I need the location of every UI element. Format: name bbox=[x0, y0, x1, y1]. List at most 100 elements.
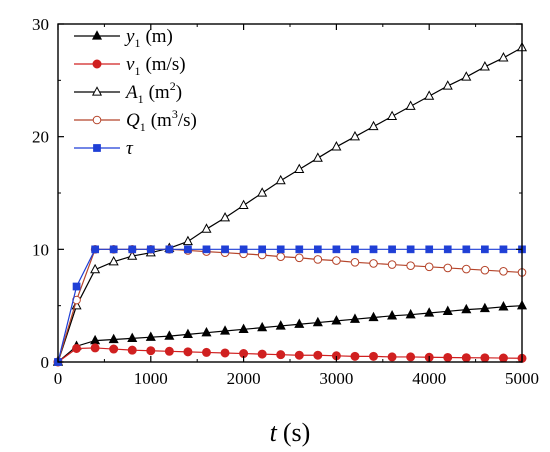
data-point-2-19 bbox=[405, 100, 416, 110]
x-tick-label-2: 2000 bbox=[227, 369, 261, 388]
data-point-1-8 bbox=[201, 347, 211, 357]
legend-item-0: y1 (m) bbox=[74, 26, 173, 50]
x-tick-label-5: 5000 bbox=[505, 369, 539, 388]
data-point-3-12 bbox=[276, 252, 286, 261]
data-point-2-4 bbox=[127, 250, 138, 260]
data-point-2-22 bbox=[461, 71, 472, 81]
data-point-1-11 bbox=[257, 349, 267, 359]
y-tick-label-2: 20 bbox=[32, 128, 49, 147]
legend-label-2: A1 (m2) bbox=[124, 79, 182, 106]
legend-unit-post-3: /s) bbox=[178, 110, 197, 131]
data-point-0-11 bbox=[257, 321, 268, 332]
data-point-2-24 bbox=[498, 52, 509, 62]
data-point-3-13 bbox=[294, 253, 304, 263]
data-point-1-4 bbox=[127, 345, 137, 355]
data-point-4-3 bbox=[109, 245, 118, 254]
x-tick-label-1: 1000 bbox=[134, 369, 168, 388]
x-tick-label-4: 4000 bbox=[412, 369, 446, 388]
data-point-0-24 bbox=[498, 301, 509, 311]
data-point-4-6 bbox=[165, 245, 174, 254]
data-point-0-23 bbox=[479, 302, 490, 313]
data-point-0-15 bbox=[331, 315, 342, 325]
data-point-3-21 bbox=[443, 263, 453, 273]
data-point-3-20 bbox=[424, 262, 434, 272]
series-2 bbox=[52, 41, 528, 366]
data-point-4-17 bbox=[369, 245, 378, 254]
data-point-0-22 bbox=[461, 303, 472, 314]
data-point-1-17 bbox=[369, 351, 379, 361]
data-point-2-2 bbox=[90, 263, 101, 274]
x-axis-title: t (s) bbox=[270, 418, 311, 447]
data-point-4-8 bbox=[202, 245, 211, 254]
legend-label-1: v1 (m/s) bbox=[126, 54, 186, 78]
data-point-1-3 bbox=[109, 344, 119, 354]
data-point-0-21 bbox=[442, 305, 453, 315]
x-tick-label-0: 0 bbox=[54, 369, 63, 388]
data-point-1-24 bbox=[498, 353, 508, 363]
data-point-2-20 bbox=[424, 90, 435, 100]
data-point-4-24 bbox=[499, 245, 508, 254]
series-4 bbox=[54, 245, 526, 366]
data-point-4-11 bbox=[258, 245, 267, 254]
y-tick-label-3: 30 bbox=[32, 15, 49, 34]
data-point-4-7 bbox=[184, 245, 192, 254]
legend-symbol-0: y bbox=[124, 26, 135, 47]
data-point-1-23 bbox=[480, 353, 490, 363]
legend-marker-0 bbox=[91, 30, 103, 40]
series-line-3 bbox=[57, 248, 523, 363]
legend-unit-sup-2: 2 bbox=[170, 79, 176, 93]
data-point-4-21 bbox=[443, 245, 452, 254]
data-point-3-24 bbox=[499, 267, 508, 276]
data-point-4-13 bbox=[295, 245, 304, 254]
legend-symbol-4: τ bbox=[126, 138, 134, 159]
data-point-2-8 bbox=[201, 223, 212, 233]
data-point-2-15 bbox=[331, 141, 342, 151]
legend-item-4: τ bbox=[74, 138, 134, 159]
legend-symbol-3: Q bbox=[126, 110, 140, 131]
legend-unit-2: (m bbox=[149, 82, 170, 103]
data-point-3-22 bbox=[462, 264, 471, 274]
data-point-2-9 bbox=[220, 212, 231, 222]
legend-subscript-2: 1 bbox=[138, 92, 144, 106]
data-point-4-14 bbox=[313, 245, 322, 254]
data-point-2-21 bbox=[442, 80, 453, 90]
data-point-2-10 bbox=[238, 199, 249, 210]
data-point-4-18 bbox=[388, 245, 396, 254]
data-point-4-4 bbox=[128, 245, 137, 254]
legend-marker-2 bbox=[91, 86, 103, 96]
data-point-4-16 bbox=[351, 245, 359, 254]
data-point-1-12 bbox=[276, 350, 286, 360]
data-point-1-21 bbox=[443, 352, 453, 362]
data-point-3-19 bbox=[406, 261, 415, 270]
series-line-4 bbox=[57, 248, 522, 363]
data-point-2-18 bbox=[387, 110, 398, 121]
data-point-4-5 bbox=[146, 245, 155, 254]
legend-symbol-1: v bbox=[126, 54, 135, 75]
x-axis-unit: (s) bbox=[283, 418, 310, 447]
data-point-2-12 bbox=[275, 174, 286, 185]
data-point-1-5 bbox=[146, 346, 156, 356]
data-point-0-12 bbox=[275, 320, 286, 330]
data-point-4-10 bbox=[239, 245, 248, 254]
data-point-2-11 bbox=[257, 187, 268, 197]
data-point-0-18 bbox=[387, 310, 398, 320]
series-line-0 bbox=[57, 305, 523, 363]
legend-subscript-3: 1 bbox=[140, 120, 146, 134]
data-point-2-13 bbox=[294, 163, 305, 173]
data-point-4-12 bbox=[276, 245, 285, 254]
data-point-4-19 bbox=[406, 245, 415, 254]
data-point-1-6 bbox=[164, 346, 174, 356]
legend-marker-4 bbox=[93, 144, 101, 152]
legend-label-4: τ bbox=[126, 138, 134, 159]
data-point-2-14 bbox=[312, 152, 323, 162]
data-point-4-9 bbox=[221, 245, 229, 254]
data-point-1-9 bbox=[220, 348, 230, 358]
data-point-2-3 bbox=[108, 255, 119, 266]
data-point-0-3 bbox=[108, 333, 119, 344]
data-point-0-17 bbox=[368, 311, 379, 322]
series-3 bbox=[53, 245, 527, 367]
data-point-1-18 bbox=[387, 352, 397, 362]
data-point-1-1 bbox=[72, 343, 82, 353]
data-point-4-20 bbox=[425, 245, 434, 254]
data-point-0-7 bbox=[182, 328, 193, 339]
